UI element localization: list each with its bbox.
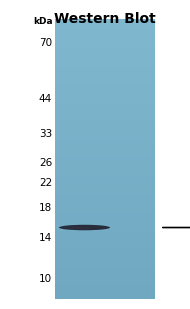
Text: 33: 33 [39,129,52,139]
Text: 10: 10 [39,274,52,284]
Text: kDa: kDa [33,17,53,26]
Text: 26: 26 [39,158,52,168]
Text: 14: 14 [39,233,52,243]
Text: Western Blot: Western Blot [54,12,156,26]
Ellipse shape [59,225,110,230]
Text: 44: 44 [39,94,52,104]
Text: 70: 70 [39,38,52,48]
Text: 22: 22 [39,178,52,188]
Text: 18: 18 [39,203,52,213]
Ellipse shape [67,227,92,229]
